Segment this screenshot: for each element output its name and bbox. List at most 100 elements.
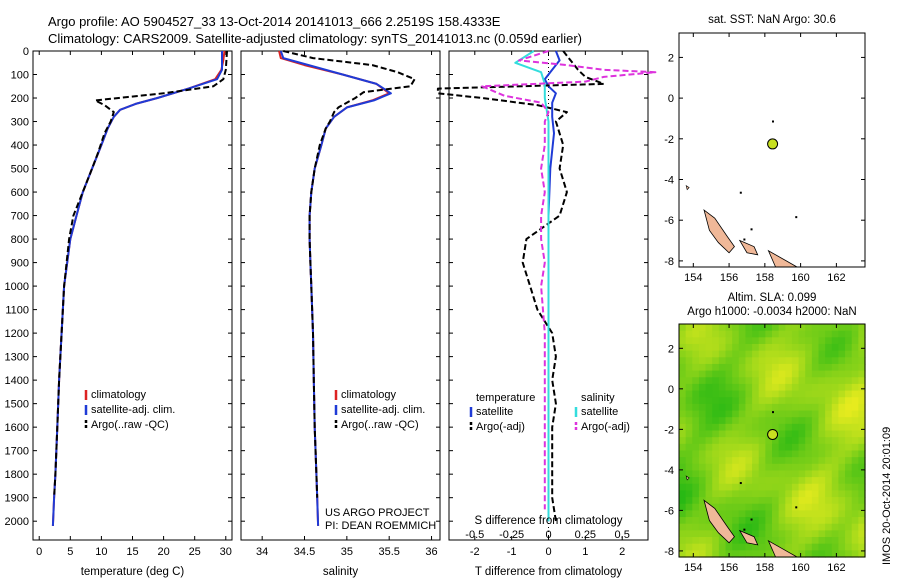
sla-cell bbox=[685, 543, 693, 551]
sla-cell bbox=[851, 463, 859, 472]
sla-cell bbox=[838, 417, 846, 425]
x-axis-label: temperature (deg C) bbox=[81, 566, 185, 578]
sla-cell bbox=[732, 403, 740, 412]
sla-cell bbox=[778, 363, 786, 372]
sla-cell bbox=[718, 483, 727, 492]
sla-cell bbox=[725, 543, 733, 551]
sla-cell bbox=[752, 497, 760, 505]
sla-cell bbox=[692, 530, 700, 538]
series-satellite-adj-clim- bbox=[51, 51, 223, 526]
sla-cell bbox=[765, 357, 773, 365]
sla-cell bbox=[685, 403, 693, 412]
sla-cell bbox=[838, 497, 846, 505]
sla-cell bbox=[851, 450, 859, 458]
sla-cell bbox=[818, 550, 826, 558]
sla-cell bbox=[791, 443, 800, 452]
sla-cell bbox=[785, 477, 793, 485]
y-tick-label: 200 bbox=[11, 93, 29, 105]
sla-cell bbox=[738, 443, 747, 452]
sla-cell bbox=[698, 397, 707, 405]
sla-cell bbox=[785, 510, 793, 518]
sla-cell bbox=[791, 423, 800, 432]
x-tick-label-top: 0.25 bbox=[575, 529, 596, 541]
sla-cell bbox=[679, 517, 687, 525]
sla-cell bbox=[811, 430, 820, 438]
sla-cell bbox=[725, 363, 733, 372]
y-tick-label: 400 bbox=[11, 140, 29, 152]
sla-cell bbox=[851, 390, 859, 398]
sla-cell bbox=[745, 363, 753, 372]
sla-cell bbox=[845, 383, 853, 392]
sla-cell bbox=[778, 383, 786, 392]
sla-cell bbox=[732, 423, 740, 432]
sla-cell bbox=[732, 343, 740, 352]
sla-cell bbox=[791, 530, 800, 538]
sla-cell bbox=[798, 450, 806, 458]
sla-cell bbox=[745, 477, 753, 485]
sla-cell bbox=[752, 363, 760, 372]
sla-cell bbox=[712, 457, 720, 465]
sla-cell bbox=[758, 510, 766, 518]
sla-cell bbox=[845, 423, 853, 432]
sla-cell bbox=[718, 450, 727, 458]
y-tick-label: 1200 bbox=[5, 328, 29, 340]
sla-cell bbox=[745, 430, 753, 438]
sla-cell bbox=[791, 477, 800, 485]
sla-cell bbox=[698, 343, 707, 352]
land-bougainville bbox=[703, 499, 735, 544]
sla-cell bbox=[845, 330, 853, 338]
project-annotation: US ARGO PROJECT bbox=[325, 507, 430, 519]
sla-cell bbox=[778, 377, 786, 385]
sla-cell bbox=[738, 397, 747, 405]
sla-cell bbox=[778, 443, 786, 452]
sla-cell bbox=[738, 377, 747, 385]
sla-cell bbox=[811, 343, 820, 352]
sla-cell bbox=[692, 483, 700, 492]
sla-cell bbox=[679, 490, 687, 498]
sla-cell bbox=[745, 483, 753, 492]
sla-cell bbox=[778, 490, 786, 498]
sla-cell bbox=[805, 357, 813, 365]
sla-cell bbox=[698, 503, 707, 511]
map-frame bbox=[678, 32, 866, 268]
sla-cell bbox=[778, 543, 786, 551]
sla-cell bbox=[772, 423, 780, 432]
sla-cell bbox=[831, 377, 840, 385]
sla-cell bbox=[738, 330, 747, 338]
sla-cell bbox=[811, 357, 820, 365]
sla-cell bbox=[698, 437, 707, 445]
sla-cell bbox=[685, 350, 693, 358]
sla-cell bbox=[798, 324, 806, 332]
sla-cell bbox=[791, 470, 800, 478]
sla-cell bbox=[732, 510, 740, 518]
x-tick-label: 1 bbox=[582, 546, 588, 558]
sla-cell bbox=[785, 337, 793, 345]
legend-entry: satellite bbox=[476, 406, 513, 418]
sla-cell bbox=[845, 363, 853, 372]
sla-cell bbox=[738, 470, 747, 478]
sla-cell bbox=[805, 383, 813, 392]
sla-cell bbox=[765, 450, 773, 458]
sla-cell bbox=[712, 350, 720, 358]
sla-cell bbox=[831, 430, 840, 438]
sla-cell bbox=[838, 517, 846, 525]
sla-cell bbox=[685, 443, 693, 452]
sla-cell bbox=[831, 337, 840, 345]
sla-cell bbox=[778, 403, 786, 412]
sla-cell bbox=[712, 463, 720, 472]
sla-cell bbox=[752, 330, 760, 338]
sla-cell bbox=[805, 490, 813, 498]
sla-cell bbox=[738, 363, 747, 372]
sla-cell bbox=[851, 510, 859, 518]
sla-cell bbox=[738, 517, 747, 525]
sla-cell bbox=[811, 543, 820, 551]
sla-cell bbox=[831, 417, 840, 425]
x-tick-label: 156 bbox=[720, 272, 738, 284]
sla-cell bbox=[752, 510, 760, 518]
sla-cell bbox=[811, 477, 820, 485]
sla-cell bbox=[838, 510, 846, 518]
panel-temperature: 0 5 10 15 20 25 300100200300400500600700800900… bbox=[5, 46, 233, 578]
sla-cell bbox=[785, 390, 793, 398]
sla-cell bbox=[785, 330, 793, 338]
sla-cell bbox=[705, 403, 713, 412]
